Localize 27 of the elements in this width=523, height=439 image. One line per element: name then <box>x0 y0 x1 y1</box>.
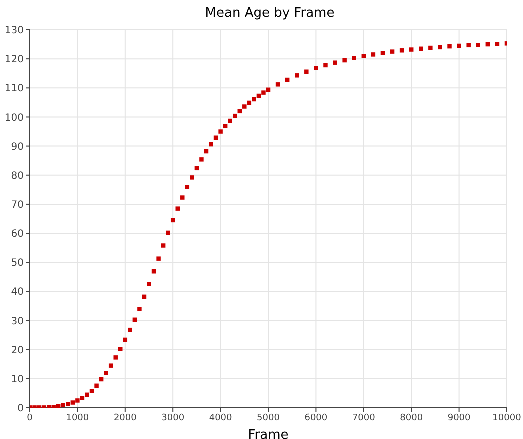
y-tick-label: 130 <box>4 26 24 37</box>
y-tick-label: 70 <box>11 200 24 212</box>
y-tick-label: 50 <box>11 258 24 270</box>
y-tick-label: 40 <box>11 287 24 298</box>
y-tick-label: 110 <box>4 84 24 95</box>
x-tick-label: 10000 <box>492 413 522 424</box>
y-tick-label: 80 <box>11 170 24 182</box>
y-tick-label: 90 <box>11 142 24 153</box>
x-tick-label: 5000 <box>257 413 280 424</box>
y-tick-label: 60 <box>11 229 24 240</box>
y-tick-label: 30 <box>11 316 24 328</box>
x-axis-title: Frame <box>248 428 289 439</box>
x-tick-label: 2000 <box>114 413 138 424</box>
x-tick-label: 6000 <box>304 413 328 424</box>
x-tick-label: 7000 <box>352 413 376 424</box>
x-tick-label: 3000 <box>162 413 185 424</box>
y-tick-label: 100 <box>4 112 24 124</box>
chart-title: Mean Age by Frame <box>204 6 336 21</box>
y-tick-label: 120 <box>4 54 24 66</box>
x-tick-label: 0 <box>27 413 34 424</box>
x-tick-label: 4000 <box>209 413 233 424</box>
y-tick-label: 20 <box>11 345 24 356</box>
x-tick-label: 8000 <box>400 413 424 424</box>
y-tick-label: 0 <box>18 404 24 415</box>
y-tick-label: 10 <box>11 374 24 386</box>
x-tick-label: 1000 <box>66 413 90 424</box>
x-tick-label: 9000 <box>448 413 472 424</box>
